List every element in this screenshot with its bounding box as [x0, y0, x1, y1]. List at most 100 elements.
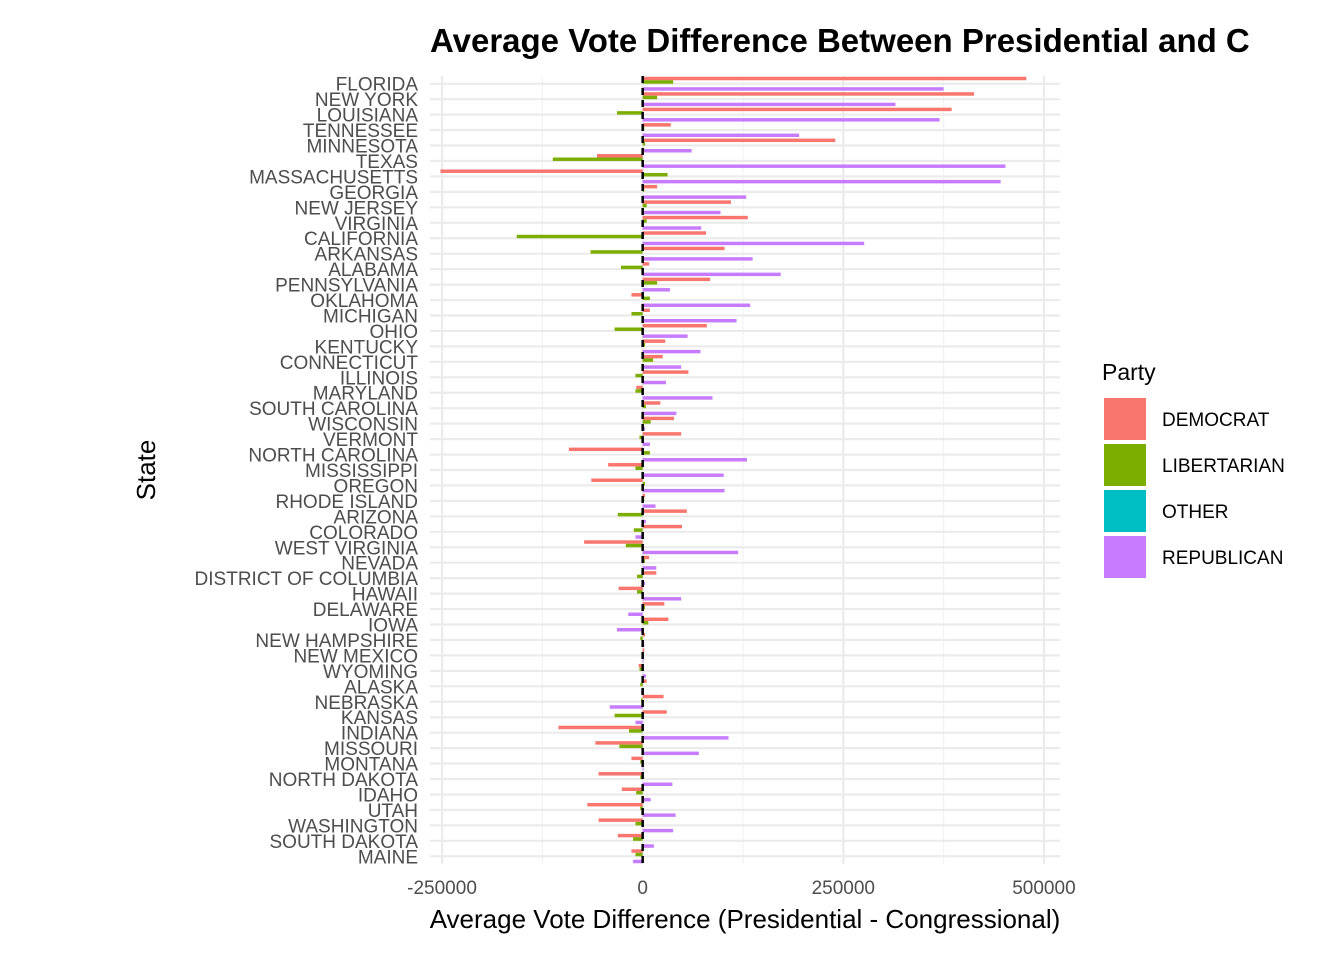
bar-libertarian	[637, 590, 643, 594]
y-tick-label: OKLAHOMA	[310, 291, 418, 312]
bar-democrat	[642, 524, 682, 529]
bar-republican	[642, 658, 644, 663]
x-tick-label: -250000	[407, 878, 477, 899]
bar-libertarian	[590, 250, 643, 254]
y-tick-label: MAINE	[358, 847, 418, 868]
bar-republican	[642, 442, 650, 447]
bar-libertarian	[633, 528, 643, 532]
bar-libertarian	[631, 312, 643, 316]
bar-republican	[642, 844, 654, 848]
bar-republican	[642, 102, 896, 107]
bar-republican	[642, 288, 670, 292]
bar-democrat	[631, 293, 643, 297]
bar-republican	[642, 597, 682, 601]
bar-democrat	[642, 107, 952, 112]
bar-democrat	[642, 648, 645, 652]
y-tick-label: WYOMING	[323, 662, 418, 683]
y-tick-label: IOWA	[368, 616, 418, 637]
bar-democrat	[642, 354, 663, 359]
bar-democrat	[642, 231, 707, 235]
bar-republican	[642, 782, 673, 786]
bar-democrat	[631, 849, 643, 853]
y-tick-label: MARYLAND	[313, 384, 418, 405]
legend-key-libertarian	[1104, 444, 1146, 486]
y-tick-label: CALIFORNIA	[304, 229, 418, 250]
bar-libertarian	[642, 95, 658, 100]
bar-democrat	[642, 339, 666, 343]
legend-label-republican: REPUBLICAN	[1162, 548, 1283, 569]
legend-key-republican	[1104, 536, 1146, 578]
y-tick-label: COLORADO	[309, 523, 418, 544]
y-tick-label: WISCONSIN	[308, 415, 418, 436]
legend: Party DEMOCRAT LIBERTARIAN OTHER REPUBLICAN	[1102, 359, 1285, 578]
x-axis-label: Average Vote Difference (Presidential - …	[430, 904, 1061, 934]
bar-democrat	[642, 370, 689, 374]
bar-libertarian	[642, 281, 658, 285]
bar-democrat	[608, 463, 643, 467]
bar-democrat	[642, 323, 707, 328]
bar-republican	[642, 334, 688, 338]
bars	[440, 76, 1027, 864]
bar-republican	[642, 349, 701, 354]
y-tick-label: ARKANSAS	[315, 245, 418, 266]
bar-republican	[642, 318, 737, 323]
bar-republican	[642, 797, 651, 802]
bar-democrat	[642, 308, 650, 313]
bar-republican	[642, 133, 800, 138]
y-tick-label: FLORIDA	[336, 75, 419, 96]
bar-democrat	[621, 787, 643, 791]
bar-libertarian	[616, 111, 643, 115]
bar-democrat	[642, 123, 671, 127]
y-tick-label: RHODE ISLAND	[275, 492, 418, 513]
bar-democrat	[642, 138, 836, 143]
bar-libertarian	[642, 451, 650, 455]
bar-democrat	[584, 540, 643, 544]
bar-republican	[642, 751, 699, 756]
bar-democrat	[642, 76, 1027, 81]
bar-libertarian	[635, 821, 643, 826]
bar-democrat	[617, 833, 643, 838]
bar-republican	[642, 504, 656, 508]
bar-libertarian	[642, 80, 674, 84]
bar-democrat	[642, 432, 682, 436]
bar-libertarian	[635, 389, 643, 393]
bar-democrat	[642, 679, 647, 683]
bar-democrat	[642, 246, 725, 251]
bar-libertarian	[617, 512, 643, 517]
bar-libertarian	[640, 636, 643, 640]
y-tick-label: GEORGIA	[329, 183, 418, 204]
bar-democrat	[591, 478, 643, 482]
y-tick-label: MISSOURI	[324, 739, 418, 760]
bar-republican	[642, 566, 657, 570]
bar-libertarian	[640, 682, 643, 687]
bar-libertarian	[642, 142, 646, 146]
x-tick-label: 0	[637, 878, 648, 899]
bar-republican	[642, 550, 739, 555]
bar-libertarian	[642, 219, 647, 223]
bar-republican	[616, 627, 643, 632]
y-tick-label: TENNESSEE	[303, 121, 418, 142]
y-tick-label: WEST VIRGINIA	[275, 538, 419, 559]
y-tick-label: NEVADA	[341, 554, 418, 575]
y-tick-label: ARIZONA	[334, 507, 419, 528]
y-tick-label: CONNECTICUT	[280, 353, 419, 374]
bar-republican	[642, 164, 1006, 168]
y-tick-label: MONTANA	[324, 755, 418, 776]
y-tick-label: NEW JERSEY	[294, 198, 418, 219]
bar-democrat	[598, 772, 643, 776]
bar-republican	[642, 736, 729, 740]
bar-democrat	[642, 92, 975, 96]
y-tick-label: ALABAMA	[328, 260, 418, 281]
bar-republican	[642, 179, 1001, 184]
bar-libertarian	[642, 172, 668, 177]
bar-libertarian	[629, 729, 643, 733]
y-tick-label: PENNSYLVANIA	[275, 276, 418, 297]
legend-label-libertarian: LIBERTARIAN	[1162, 456, 1285, 477]
bar-libertarian	[635, 373, 643, 378]
y-tick-label: NORTH CAROLINA	[248, 446, 418, 467]
y-tick-label: OHIO	[369, 322, 418, 343]
bar-democrat	[642, 416, 674, 421]
bar-libertarian	[642, 481, 646, 486]
bar-libertarian	[642, 296, 650, 301]
